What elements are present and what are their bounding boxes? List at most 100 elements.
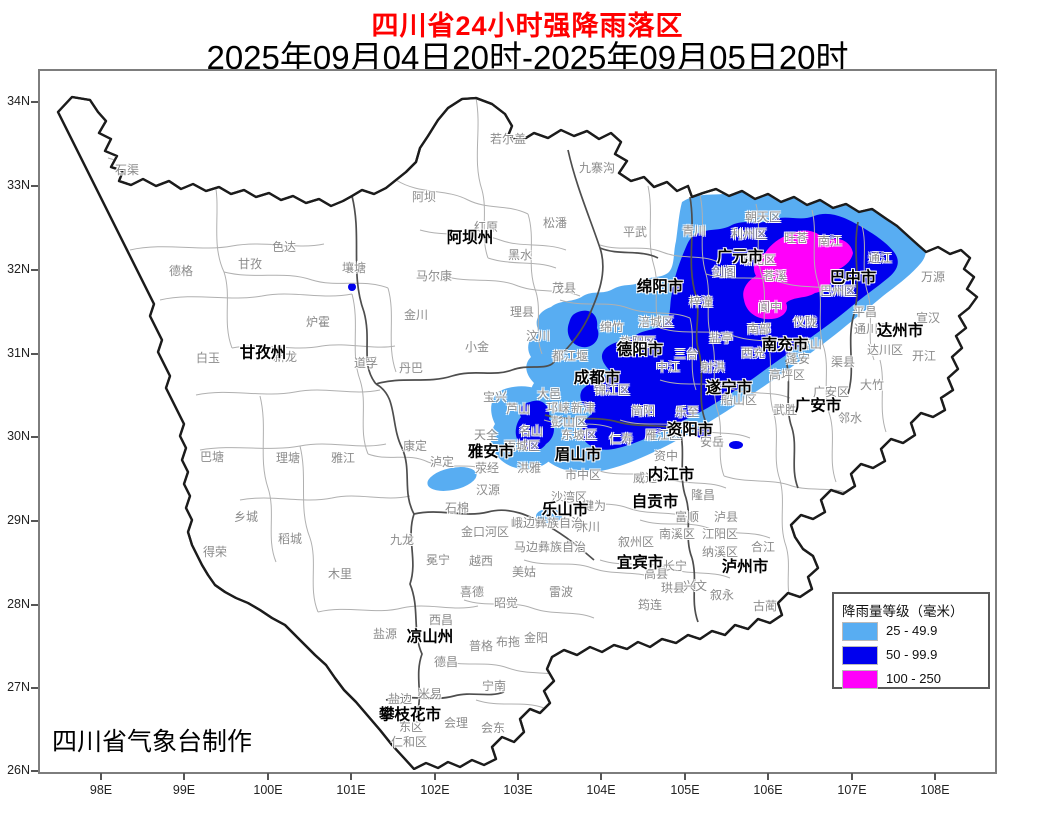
county-label: 富顺 (674, 510, 700, 524)
lon-tick-label: 99E (172, 783, 196, 797)
county-label: 苍溪 (762, 269, 788, 283)
lon-tick (183, 773, 185, 780)
county-label: 芦山 (505, 402, 531, 416)
county-label: 兴文 (682, 579, 708, 593)
county-label: 马边彝族自治 (513, 540, 587, 554)
county-label: 涪城区 (637, 315, 675, 329)
county-label: 雅江 (330, 451, 356, 465)
county-label: 开江 (911, 349, 937, 363)
lat-tick-label: 33N (7, 178, 30, 192)
county-label: 金川 (403, 308, 429, 322)
lat-tick-label: 28N (7, 597, 30, 611)
county-label: 稻城 (277, 532, 303, 546)
lat-tick-label: 31N (7, 346, 30, 360)
lon-tick (350, 773, 352, 780)
county-label: 营山 (797, 337, 823, 351)
county-label: 剑阁 (711, 265, 737, 279)
city-label: 南充市 (761, 336, 809, 354)
county-label: 射洪 (700, 360, 726, 374)
county-label: 珙县 (660, 581, 686, 595)
rainfall-layer-100-250mm (743, 230, 853, 320)
lat-tick (31, 353, 38, 355)
city-label: 甘孜州 (239, 344, 287, 362)
county-label: 仁和区 (390, 735, 428, 749)
city-label: 雅安市 (467, 443, 515, 461)
county-label: 沐川 (575, 520, 601, 534)
city-label: 遂宁市 (705, 379, 753, 397)
county-label: 西昌 (428, 613, 454, 627)
county-label: 长宁 (662, 559, 688, 573)
county-label: 平昌 (852, 305, 878, 319)
rainfall-legend: 降雨量等级（毫米） 25 - 49.9 50 - 99.9 100 - 250 (832, 592, 990, 689)
county-label: 通江 (867, 251, 893, 265)
legend-title: 降雨量等级（毫米） (842, 604, 964, 619)
lat-tick (31, 436, 38, 438)
county-label: 丹巴 (398, 361, 424, 375)
lon-tick-label: 105E (670, 783, 700, 797)
county-label: 资中 (653, 449, 679, 463)
county-label: 彭山区 (550, 415, 588, 429)
lat-tick-label: 30N (7, 429, 30, 443)
county-label: 平武 (622, 225, 648, 239)
lon-tick (684, 773, 686, 780)
county-label: 安岳 (699, 435, 725, 449)
county-label: 雁江区 (644, 428, 682, 442)
county-label: 朝天区 (744, 210, 782, 224)
city-label: 宜宾市 (616, 554, 664, 572)
lon-tick-label: 104E (586, 783, 616, 797)
county-label: 会理 (443, 716, 469, 730)
county-label: 会东 (480, 721, 506, 735)
county-label: 市中区 (564, 468, 602, 482)
county-label: 乡城 (233, 510, 259, 524)
county-label: 蓬安 (785, 352, 811, 366)
county-label: 雨城区 (503, 439, 541, 453)
province-outline-top (56, 95, 979, 770)
city-label: 内江市 (647, 466, 695, 484)
lat-tick-label: 34N (7, 94, 30, 108)
county-label: 盐源 (372, 627, 398, 641)
county-label: 昭化区 (739, 253, 777, 267)
county-label: 理塘 (275, 451, 301, 465)
county-label: 得荣 (202, 545, 228, 559)
city-label: 达州市 (876, 322, 924, 340)
lat-tick-label: 32N (7, 262, 30, 276)
county-label: 仪陇 (792, 315, 818, 329)
county-label: 泸定 (429, 455, 455, 469)
county-label: 通川区 (853, 322, 891, 336)
county-label: 中江 (655, 360, 681, 374)
county-label: 雷波 (548, 585, 574, 599)
legend-row: 25 - 49.9 (842, 622, 984, 641)
city-label: 广安市 (794, 397, 842, 415)
county-label: 万源 (920, 270, 946, 284)
county-label: 叙州区 (617, 535, 655, 549)
lon-tick-label: 98E (89, 783, 113, 797)
city-label: 自贡市 (631, 493, 679, 511)
city-label: 资阳市 (666, 421, 714, 439)
county-label: 九龙 (389, 533, 415, 547)
county-label: 昭觉 (493, 596, 519, 610)
county-label: 沙湾区 (550, 490, 588, 504)
county-label: 南部 (746, 322, 772, 336)
lat-tick (31, 687, 38, 689)
county-label: 康定 (402, 439, 428, 453)
county-label: 锦江区 (593, 383, 631, 397)
lon-tick (851, 773, 853, 780)
sichuan-map-canvas (56, 95, 979, 770)
county-label: 高坪区 (768, 368, 806, 382)
county-label: 茂县 (551, 281, 577, 295)
county-label: 南溪区 (658, 527, 696, 541)
lon-tick-label: 103E (503, 783, 533, 797)
city-label: 眉山市 (554, 446, 602, 464)
city-label: 德阳市 (616, 341, 664, 359)
lat-tick-label: 29N (7, 513, 30, 527)
county-label: 汶川 (525, 329, 551, 343)
county-label: 隆昌 (690, 488, 716, 502)
lon-tick (434, 773, 436, 780)
county-label: 绵竹 (599, 320, 625, 334)
city-label: 阿坝州 (446, 229, 494, 247)
page-title: 四川省24小时强降雨落区 (371, 11, 684, 41)
lon-tick-label: 102E (420, 783, 450, 797)
legend-swatch-2 (842, 646, 878, 665)
city-label: 巴中市 (829, 269, 877, 287)
